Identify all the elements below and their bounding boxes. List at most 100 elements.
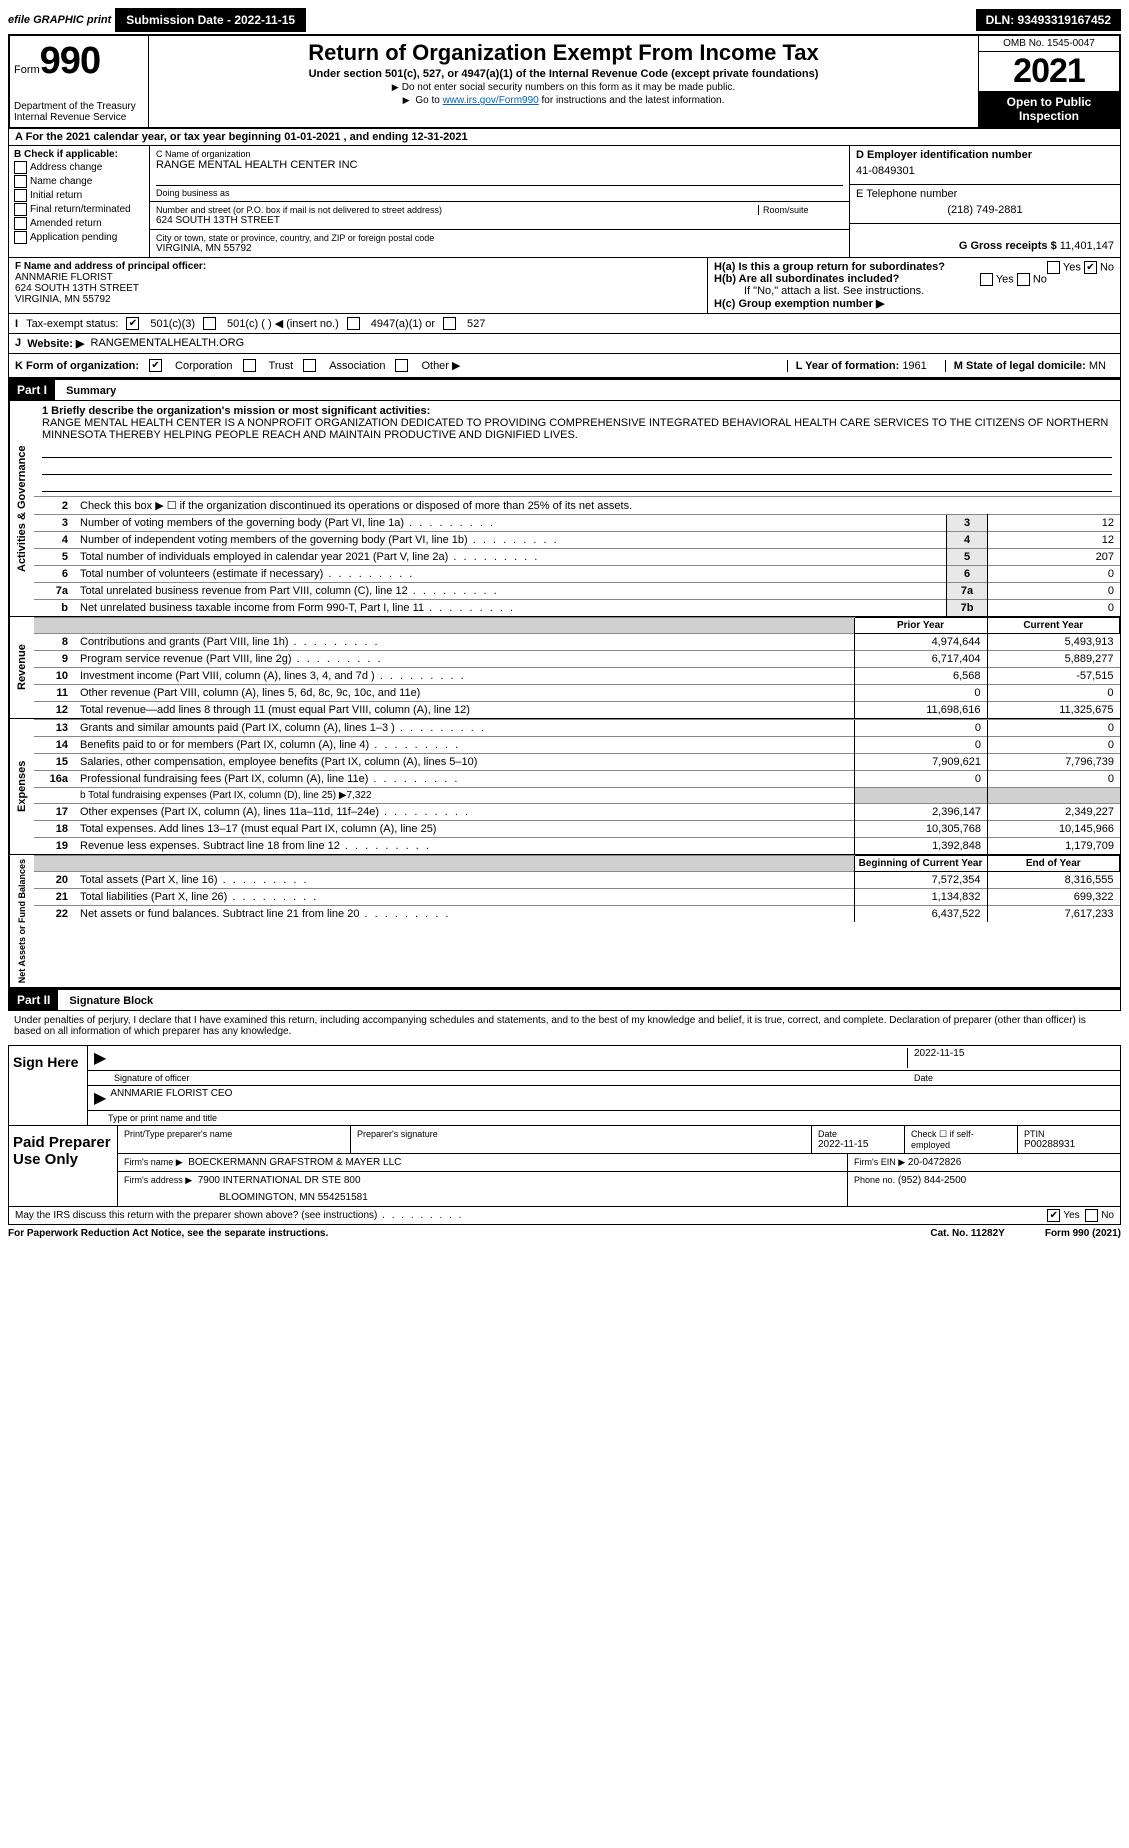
firm-addr2: BLOOMINGTON, MN 554251581	[124, 1186, 841, 1203]
phone-value: (218) 749-2881	[856, 200, 1114, 220]
department-label: Department of the Treasury Internal Reve…	[14, 101, 144, 123]
chk-501c3[interactable]	[126, 317, 139, 330]
note2-pre: Go to	[415, 95, 442, 106]
firm-ein: 20-0472826	[908, 1157, 961, 1168]
type-name-label: Type or print name and title	[88, 1111, 1120, 1125]
ag-val: 12	[988, 515, 1121, 532]
exp-prior: 0	[855, 771, 988, 788]
net-end: 8,316,555	[987, 872, 1120, 889]
ag-val: 12	[988, 532, 1121, 549]
chk-trust[interactable]	[243, 359, 256, 372]
hb-yes[interactable]	[980, 273, 993, 286]
prep-sig-label: Preparer's signature	[357, 1129, 805, 1139]
hb-label: H(b) Are all subordinates included?	[714, 273, 899, 285]
self-employed[interactable]: Check ☐ if self-employed	[905, 1126, 1018, 1153]
ag-row: Total number of individuals employed in …	[74, 549, 947, 566]
exp-current: 10,145,966	[988, 821, 1121, 838]
gross-label: G Gross receipts $	[959, 240, 1057, 252]
chk-corp[interactable]	[149, 359, 162, 372]
chk-application-pending[interactable]: Application pending	[14, 231, 144, 244]
paid-preparer-block: Paid Preparer Use Only Print/Type prepar…	[8, 1126, 1121, 1207]
paperwork-notice: For Paperwork Reduction Act Notice, see …	[8, 1228, 328, 1239]
phone-label: E Telephone number	[856, 188, 1114, 200]
form-number: 990	[40, 40, 100, 82]
box-c: C Name of organization RANGE MENTAL HEAL…	[150, 146, 849, 257]
col-current: Current Year	[987, 618, 1120, 634]
rev-row: Contributions and grants (Part VIII, lin…	[74, 634, 854, 651]
exp-prior: 10,305,768	[855, 821, 988, 838]
top-bar: efile GRAPHIC print Submission Date - 20…	[8, 8, 1121, 32]
chk-final-return[interactable]: Final return/terminated	[14, 203, 144, 216]
hb-no[interactable]	[1017, 273, 1030, 286]
exp-prior: 0	[855, 737, 988, 754]
entity-block: A For the 2021 calendar year, or tax yea…	[8, 129, 1121, 378]
net-row: Total assets (Part X, line 16)	[74, 872, 854, 889]
state-domicile: MN	[1089, 360, 1106, 372]
rev-table: Prior YearCurrent Year 8Contributions an…	[34, 617, 1120, 718]
box-j: J Website: ▶ RANGEMENTALHEALTH.ORG	[9, 333, 1120, 353]
col-prior: Prior Year	[854, 618, 987, 634]
exp-prior: 1,392,848	[855, 838, 988, 855]
exp-current: 7,796,739	[988, 754, 1121, 771]
rev-prior: 6,568	[854, 668, 987, 685]
period-text: For the 2021 calendar year, or tax year …	[26, 131, 468, 143]
ag-table: 2Check this box ▶ ☐ if the organization …	[34, 496, 1120, 616]
ag-val: 207	[988, 549, 1121, 566]
chk-4947[interactable]	[347, 317, 360, 330]
sig-officer-label: Signature of officer	[94, 1073, 914, 1083]
chk-other[interactable]	[395, 359, 408, 372]
net-begin: 7,572,354	[854, 872, 987, 889]
ha-yes[interactable]	[1047, 261, 1060, 274]
line2: Check this box ▶ ☐ if the organization d…	[74, 497, 1120, 515]
officer-label: F Name and address of principal officer:	[15, 261, 701, 272]
firm-phone: (952) 844-2500	[898, 1175, 966, 1186]
officer-typed-name: ANNMARIE FLORIST CEO	[110, 1088, 232, 1108]
chk-501c[interactable]	[203, 317, 216, 330]
arrow-icon: ▶	[94, 1048, 106, 1068]
state-domicile-label: M State of legal domicile:	[954, 360, 1086, 372]
ha-no[interactable]	[1084, 261, 1097, 274]
website-value: RANGEMENTALHEALTH.ORG	[91, 337, 245, 350]
col-begin: Beginning of Current Year	[854, 856, 987, 872]
discuss-yes[interactable]	[1047, 1209, 1060, 1222]
box-klm: K Form of organization: Corporation Trus…	[9, 353, 1120, 377]
city-label: City or town, state or province, country…	[156, 233, 843, 243]
firm-addr1: 7900 INTERNATIONAL DR STE 800	[198, 1175, 361, 1186]
chk-amended[interactable]: Amended return	[14, 217, 144, 230]
room-label: Room/suite	[758, 205, 843, 215]
sign-block: Sign Here ▶ 2022-11-15 Signature of offi…	[8, 1045, 1121, 1126]
part1-header-row: Part I Summary	[8, 378, 1121, 401]
form-subtitle: Under section 501(c), 527, or 4947(a)(1)…	[157, 68, 970, 80]
form-footer-label: Form 990 (2021)	[1045, 1228, 1121, 1239]
year-formation-label: L Year of formation:	[796, 360, 900, 372]
arrow-icon: ▶	[94, 1088, 106, 1108]
net-row: Net assets or fund balances. Subtract li…	[74, 906, 854, 923]
chk-initial-return[interactable]: Initial return	[14, 189, 144, 202]
rev-prior: 11,698,616	[854, 702, 987, 719]
chk-527[interactable]	[443, 317, 456, 330]
col-end: End of Year	[987, 856, 1120, 872]
rev-current: 0	[987, 685, 1120, 702]
submission-date-button[interactable]: Submission Date - 2022-11-15	[115, 8, 306, 32]
exp-prior: 2,396,147	[855, 804, 988, 821]
ha-label: H(a) Is this a group return for subordin…	[714, 261, 945, 273]
part1-net: Net Assets or Fund Balances Beginning of…	[8, 855, 1121, 988]
street-label: Number and street (or P.O. box if mail i…	[156, 205, 758, 215]
header-right: OMB No. 1545-0047 2021 Open to Public In…	[978, 36, 1119, 127]
dln-label: DLN: 93493319167452	[976, 9, 1121, 31]
line1-label: 1 Briefly describe the organization's mi…	[42, 405, 1112, 417]
chk-name-change[interactable]: Name change	[14, 175, 144, 188]
sign-here-label: Sign Here	[9, 1046, 88, 1125]
ag-val: 0	[988, 583, 1121, 600]
chk-address-change[interactable]: Address change	[14, 161, 144, 174]
firm-ein-label: Firm's EIN ▶	[854, 1157, 905, 1167]
open-to-public: Open to Public Inspection	[979, 91, 1119, 127]
exp-current: 0	[988, 771, 1121, 788]
side-activities: Activities & Governance	[9, 401, 34, 616]
irs-link[interactable]: www.irs.gov/Form990	[443, 95, 539, 106]
mission-text: RANGE MENTAL HEALTH CENTER IS A NONPROFI…	[42, 417, 1112, 441]
chk-assoc[interactable]	[303, 359, 316, 372]
note-ssn: Do not enter social security numbers on …	[157, 82, 970, 93]
officer-name: ANNMARIE FLORIST	[15, 272, 701, 283]
discuss-no[interactable]	[1085, 1209, 1098, 1222]
